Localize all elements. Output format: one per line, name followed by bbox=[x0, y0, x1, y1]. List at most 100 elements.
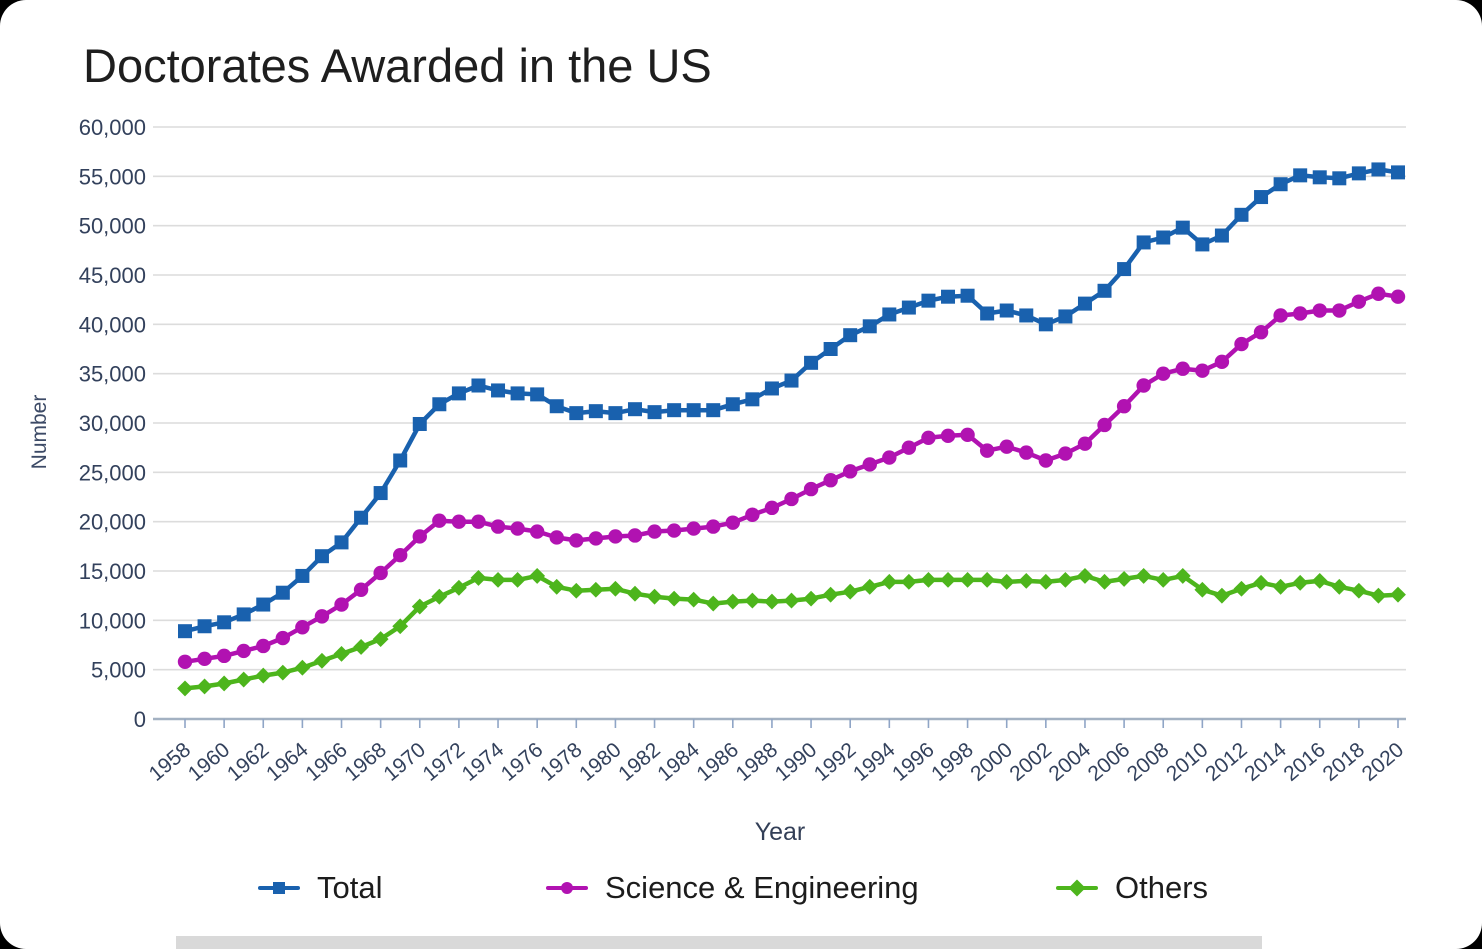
data-point bbox=[549, 399, 564, 414]
data-point bbox=[1019, 445, 1034, 460]
legend-item-others[interactable]: Others bbox=[1056, 870, 1208, 906]
data-point bbox=[470, 569, 487, 586]
legend: Total Science & Engineering Others bbox=[0, 870, 1482, 922]
data-point bbox=[509, 571, 526, 588]
x-tick-label: 2006 bbox=[1084, 738, 1135, 786]
data-point bbox=[432, 397, 447, 412]
data-point bbox=[959, 571, 976, 588]
data-point bbox=[667, 403, 682, 418]
data-point bbox=[1312, 170, 1327, 185]
data-point bbox=[1096, 573, 1113, 590]
data-point bbox=[627, 528, 643, 543]
data-point bbox=[608, 529, 623, 544]
x-tick-label: 2020 bbox=[1358, 738, 1409, 786]
y-tick-label: 15,000 bbox=[79, 559, 146, 584]
data-point bbox=[725, 515, 741, 530]
data-point bbox=[608, 406, 623, 421]
data-point bbox=[1195, 363, 1210, 378]
x-tick-label: 2004 bbox=[1045, 738, 1096, 786]
y-tick-label: 50,000 bbox=[79, 214, 146, 239]
x-tick-label: 2010 bbox=[1162, 738, 1213, 786]
data-point bbox=[706, 519, 721, 534]
data-point bbox=[529, 568, 546, 584]
data-point bbox=[1331, 578, 1348, 595]
data-point bbox=[1371, 286, 1386, 301]
data-point bbox=[196, 678, 213, 695]
data-point bbox=[197, 651, 212, 667]
data-point bbox=[1116, 570, 1133, 587]
data-point bbox=[921, 293, 936, 308]
x-tick-label: 1998 bbox=[927, 738, 978, 786]
legend-label-science-engineering: Science & Engineering bbox=[605, 870, 919, 905]
data-point bbox=[647, 405, 662, 420]
data-point bbox=[1195, 237, 1210, 252]
square-marker-icon bbox=[273, 882, 285, 894]
data-point bbox=[764, 381, 779, 396]
x-tick-label: 2002 bbox=[1005, 738, 1056, 786]
data-point bbox=[1117, 262, 1132, 277]
data-point bbox=[432, 513, 447, 528]
data-point bbox=[587, 581, 604, 598]
data-point bbox=[901, 300, 916, 315]
screenshot-artifact-bar bbox=[176, 936, 1262, 949]
data-point bbox=[764, 593, 780, 610]
x-tick-label: 2014 bbox=[1240, 738, 1291, 786]
data-point bbox=[236, 607, 251, 622]
y-tick-label: 30,000 bbox=[79, 411, 146, 436]
data-point bbox=[1037, 573, 1054, 590]
data-point bbox=[1155, 571, 1172, 588]
data-point bbox=[235, 671, 252, 688]
data-point bbox=[843, 328, 858, 343]
y-tick-label: 35,000 bbox=[79, 362, 146, 387]
data-point bbox=[940, 571, 956, 588]
data-point bbox=[549, 530, 564, 545]
y-tick-label: 60,000 bbox=[79, 115, 146, 140]
data-point bbox=[1019, 308, 1034, 323]
data-point bbox=[900, 573, 917, 590]
x-tick-label: 1978 bbox=[536, 738, 587, 786]
data-point bbox=[1234, 336, 1249, 352]
data-point bbox=[1077, 436, 1093, 451]
data-point bbox=[569, 533, 584, 548]
data-point bbox=[1097, 417, 1112, 433]
data-point bbox=[686, 521, 701, 536]
data-point bbox=[921, 430, 936, 445]
data-point bbox=[1351, 294, 1367, 309]
data-point bbox=[294, 659, 311, 676]
data-point bbox=[1312, 303, 1327, 318]
data-point bbox=[1156, 230, 1171, 245]
data-point bbox=[256, 638, 271, 654]
data-point bbox=[1136, 235, 1151, 250]
legend-item-total[interactable]: Total bbox=[258, 870, 382, 906]
x-tick-label: 1992 bbox=[810, 738, 861, 786]
total-series-swatch bbox=[258, 875, 300, 901]
data-point bbox=[901, 440, 917, 455]
data-point bbox=[941, 289, 956, 304]
data-point bbox=[450, 579, 467, 596]
data-point bbox=[1038, 453, 1054, 468]
x-tick-label: 2012 bbox=[1201, 738, 1252, 786]
data-point bbox=[1390, 586, 1406, 603]
data-point bbox=[530, 387, 545, 402]
data-point bbox=[353, 639, 370, 655]
data-point bbox=[1058, 446, 1073, 461]
data-point bbox=[1116, 399, 1132, 414]
data-point bbox=[392, 618, 409, 635]
data-point bbox=[491, 383, 506, 398]
data-point bbox=[295, 620, 310, 635]
data-point bbox=[373, 565, 388, 581]
data-point bbox=[724, 593, 741, 610]
data-point bbox=[1292, 574, 1309, 591]
data-point bbox=[882, 307, 897, 322]
legend-item-science-engineering[interactable]: Science & Engineering bbox=[546, 870, 919, 906]
data-point bbox=[646, 588, 663, 605]
series-total bbox=[178, 162, 1405, 639]
data-point bbox=[354, 510, 369, 525]
data-point bbox=[627, 402, 642, 417]
data-point bbox=[451, 514, 467, 529]
data-point bbox=[999, 303, 1014, 318]
data-point bbox=[1077, 296, 1092, 311]
legend-label-others: Others bbox=[1115, 870, 1209, 905]
